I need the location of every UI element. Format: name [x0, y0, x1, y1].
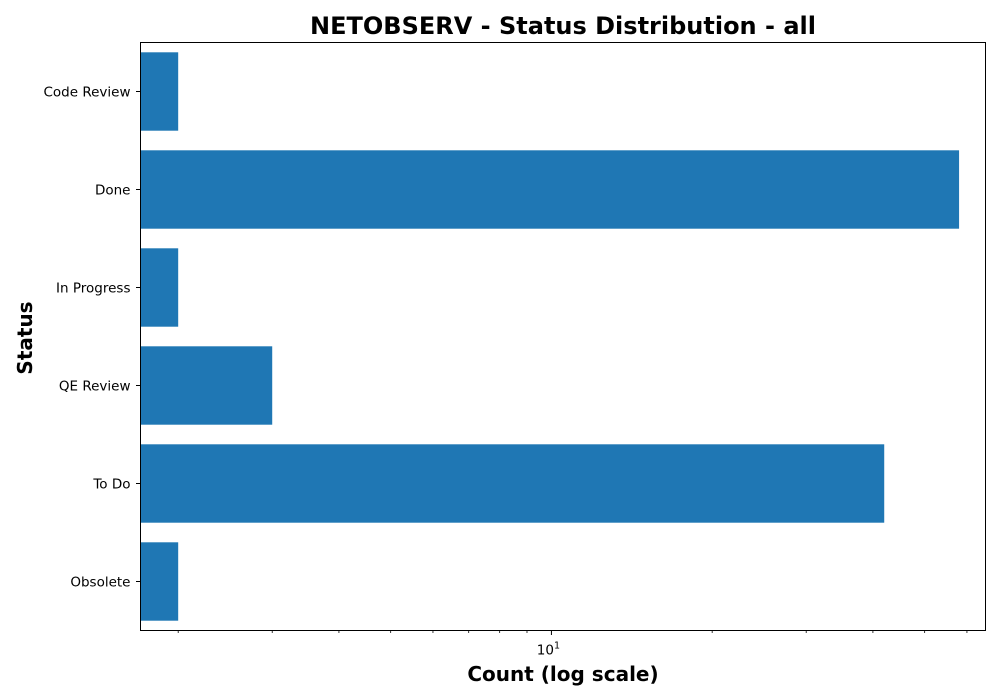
x-axis-label: Count (log scale) [467, 662, 658, 686]
x-axis-ticks: 101 [177, 630, 968, 659]
y-tick-label: Code Review [43, 85, 130, 101]
x-tick-label-exponent: 1 [554, 641, 560, 652]
bar-obsolete [140, 542, 179, 621]
x-tick-label-base: 10 [537, 643, 554, 659]
bar-qe-review [140, 346, 273, 425]
y-tick-label: In Progress [56, 281, 130, 297]
bars-layer [140, 52, 960, 621]
y-tick-label: QE Review [59, 379, 131, 395]
x-tick-label: 101 [537, 641, 560, 659]
bar-to-do [140, 444, 885, 523]
chart-title: NETOBSERV - Status Distribution - all [310, 12, 816, 40]
bar-code-review [140, 52, 179, 131]
y-tick-label: Done [95, 183, 131, 199]
y-tick-label: To Do [92, 477, 130, 493]
y-axis-label: Status [13, 301, 37, 374]
bar-done [140, 150, 960, 229]
bar-in-progress [140, 248, 179, 327]
plot-frame [140, 42, 986, 631]
y-tick-label: Obsolete [70, 575, 130, 591]
y-axis-ticks: Code Review Done In Progress QE Review To Do… [43, 85, 141, 591]
